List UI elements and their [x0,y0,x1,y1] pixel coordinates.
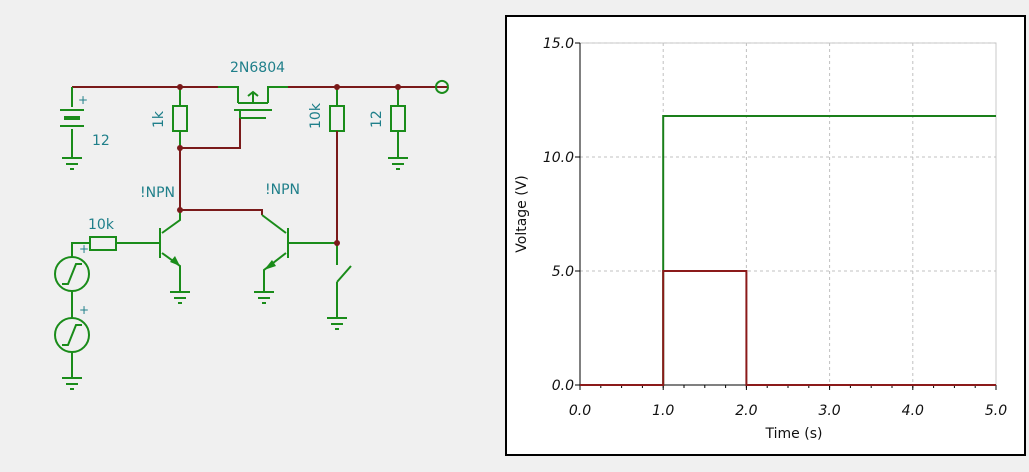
switch-symbol [327,243,352,330]
signal-source-1 [54,256,90,292]
resistor-1k-label: 1k [151,110,167,128]
resistor-10k-horizontal-label: 10k [88,217,115,233]
x-axis-title: Time (s) [765,426,823,442]
npn-left-arrow [170,256,180,266]
plot-grid [579,42,997,386]
junction-dots [177,84,401,246]
mosfet-label: 2N6804 [230,60,285,76]
gate-wire [179,118,263,215]
y-tick-label: 15.0 [543,36,574,52]
circuit-schematic: + + + 12 1k 2N6804 10k 12 !NPN !NPN 10k [54,60,449,390]
x-tick-label: 2.0 [735,403,757,419]
npn-left-label: !NPN [140,185,175,201]
y-tick-label: 10.0 [543,150,574,166]
series-line-2 [580,270,996,386]
battery-voltage-label: 12 [92,133,110,149]
signal-source-2 [54,317,90,353]
npn-right-label: !NPN [265,182,300,198]
output-terminal [435,79,449,94]
plot-area [579,42,997,386]
npn-transistor-left [143,210,190,304]
x-tick-label: 3.0 [818,403,840,419]
y-tick-label: 5.0 [552,264,574,280]
x-tick-label: 4.0 [902,403,924,419]
x-tick-label: 0.0 [569,403,591,419]
npn-transistor-right [254,214,337,304]
resistor-10k-vertical-label: 10k [308,102,324,129]
npn-right-arrow [264,260,276,270]
source-ground [62,352,82,390]
polarity-marks: + + + [78,93,89,317]
svg-text:+: + [79,303,89,317]
svg-text:+: + [79,242,89,256]
load-12-label: 12 [369,110,385,128]
resistor-10k-horizontal [71,236,143,258]
x-tick-label: 5.0 [985,403,1007,419]
y-tick-label: 0.0 [552,378,574,394]
plot-series [580,114,996,386]
y-axis-title: Voltage (V) [514,175,530,252]
mosfet-symbol [218,86,288,119]
x-tick-label: 1.0 [652,403,674,419]
load-resistor-12 [388,87,408,170]
battery-symbol [60,87,84,170]
svg-text:+: + [78,93,88,107]
